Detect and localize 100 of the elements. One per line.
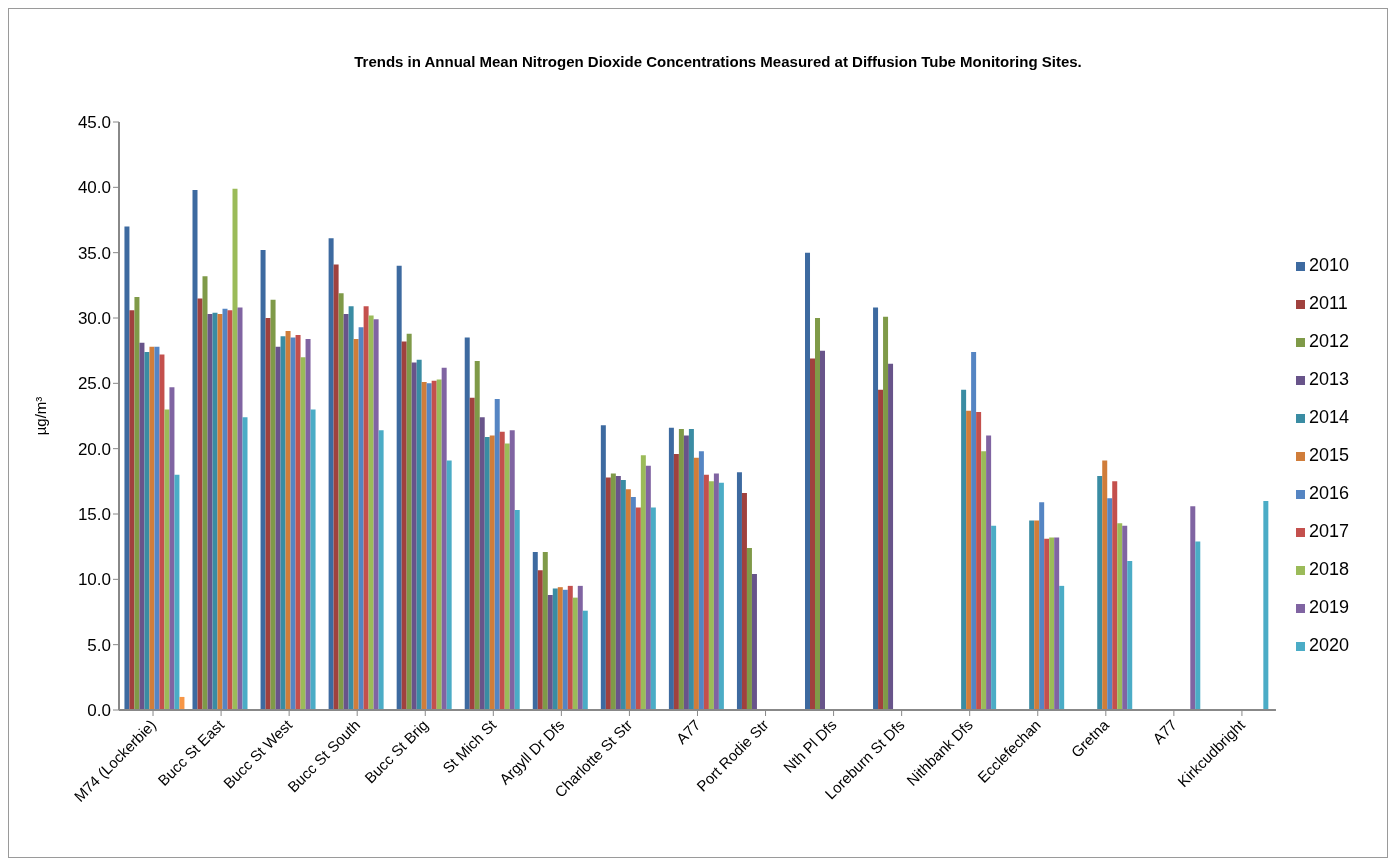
bar (562, 589, 568, 710)
bar (640, 455, 646, 710)
bar (504, 443, 510, 710)
bar (343, 314, 349, 710)
bar (499, 431, 505, 710)
bar (673, 453, 679, 710)
bar (348, 306, 354, 710)
bar (1117, 523, 1123, 710)
bar (353, 338, 359, 710)
bar (610, 473, 616, 710)
bar (708, 481, 714, 710)
legend-label: 2017 (1308, 521, 1349, 541)
bar (615, 476, 621, 710)
bar (537, 570, 543, 710)
y-tick-label: 10.0 (77, 570, 111, 590)
bar (878, 389, 884, 710)
bar (1190, 506, 1196, 710)
bar (635, 507, 641, 710)
bar (494, 399, 500, 710)
bar (810, 358, 816, 710)
bar (441, 367, 447, 710)
bar (305, 338, 311, 710)
bar (227, 310, 233, 710)
legend-label: 2016 (1308, 483, 1349, 503)
bar (1107, 498, 1113, 710)
bar (469, 397, 475, 710)
bar (484, 436, 490, 710)
bar (363, 306, 369, 710)
bar (605, 477, 611, 710)
bar (179, 696, 185, 710)
bar (547, 595, 553, 710)
bar (129, 310, 135, 710)
bar (285, 331, 291, 710)
bar (961, 389, 967, 710)
bar (290, 337, 296, 710)
bar (888, 363, 894, 710)
bar (650, 507, 656, 710)
bar (217, 314, 223, 710)
bar (260, 250, 266, 710)
bar (693, 457, 699, 710)
bar (966, 410, 972, 710)
bar (1127, 561, 1133, 710)
bar (981, 451, 987, 710)
legend-label: 2015 (1308, 445, 1349, 465)
y-tick-label: 45.0 (77, 113, 111, 133)
bar (736, 472, 742, 710)
bar (373, 319, 379, 710)
bar (406, 333, 412, 710)
bar (280, 336, 286, 710)
bar (625, 489, 631, 710)
bar (746, 547, 752, 710)
bar (159, 354, 165, 710)
bar (688, 429, 694, 710)
bar (991, 525, 997, 710)
bar (986, 435, 992, 710)
bar (645, 465, 651, 710)
bar (620, 480, 626, 710)
legend-label: 2020 (1308, 635, 1349, 655)
bar (328, 238, 334, 710)
bar (124, 226, 130, 710)
bar (883, 316, 889, 710)
legend-label: 2011 (1308, 293, 1348, 313)
legend-label: 2019 (1308, 597, 1349, 617)
bar (436, 379, 442, 710)
legend-label: 2018 (1308, 559, 1349, 579)
bar (464, 337, 470, 710)
bar (411, 362, 417, 710)
bar (474, 361, 480, 710)
bar (1263, 500, 1269, 710)
bar (421, 382, 427, 710)
bar (820, 350, 826, 710)
bar (1044, 538, 1050, 710)
bar (401, 341, 407, 710)
bar (207, 314, 213, 710)
y-tick-label: 35.0 (77, 243, 111, 263)
bar (275, 346, 281, 710)
bar (237, 307, 243, 710)
bar (1102, 460, 1108, 710)
bar (270, 299, 276, 710)
bar (718, 482, 724, 710)
bar (698, 451, 704, 710)
bar (192, 189, 198, 710)
bar (572, 597, 578, 710)
bar (971, 351, 977, 710)
bar (426, 383, 432, 710)
y-tick-label: 5.0 (87, 635, 111, 655)
bar (815, 318, 821, 710)
bar (212, 312, 218, 710)
bar (1049, 537, 1055, 710)
bar (139, 342, 145, 710)
y-tick-label: 40.0 (77, 178, 111, 198)
bar (144, 351, 150, 710)
bar (582, 610, 588, 710)
bar (1059, 585, 1065, 710)
bar (514, 510, 520, 710)
y-tick-label: 30.0 (77, 309, 111, 329)
bar (489, 435, 495, 710)
bar (368, 315, 374, 710)
bar (873, 307, 879, 710)
bar (1112, 481, 1118, 710)
